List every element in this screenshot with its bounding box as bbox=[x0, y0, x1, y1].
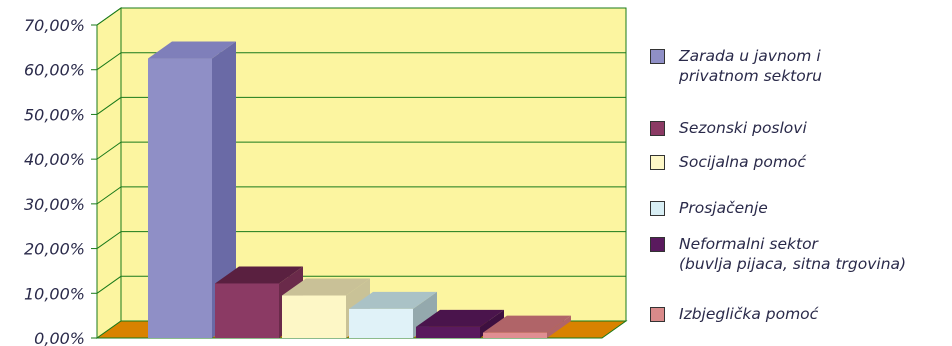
gridline bbox=[96, 141, 626, 160]
legend-label: Prosjačenje bbox=[679, 198, 768, 218]
chart-bars bbox=[148, 41, 571, 339]
legend-label: Neformalni sektor (buvlja pijaca, sitna t… bbox=[679, 234, 906, 274]
legend-label-line: Prosjačenje bbox=[679, 199, 768, 217]
bar bbox=[148, 41, 236, 339]
legend-label-line: Neformalni sektor bbox=[679, 235, 818, 253]
legend-swatch bbox=[650, 201, 665, 216]
gridline bbox=[96, 275, 626, 294]
bar-side bbox=[212, 41, 236, 339]
gridline bbox=[96, 231, 626, 249]
legend-label: Socijalna pomoć bbox=[679, 152, 806, 172]
legend-label-line: Zarada u javnom i bbox=[679, 47, 821, 65]
y-tick-label: 10,00% bbox=[24, 284, 85, 303]
legend-swatch bbox=[650, 155, 665, 170]
bar bbox=[483, 315, 571, 338]
legend-label-line: privatnom sektoru bbox=[679, 67, 822, 85]
y-tick-label: 70,00% bbox=[24, 16, 85, 35]
y-tick-label: 40,00% bbox=[24, 150, 85, 169]
bar-top bbox=[483, 315, 571, 333]
bar-top bbox=[282, 278, 370, 296]
legend-swatch bbox=[650, 237, 665, 252]
legend-item: Zarada u javnom i privatnom sektoru bbox=[650, 46, 822, 86]
y-tick-label: 20,00% bbox=[24, 240, 85, 259]
y-tick-label: 0,00% bbox=[34, 329, 85, 346]
bar-top bbox=[148, 41, 236, 59]
side-wall bbox=[96, 7, 122, 339]
gridline bbox=[96, 96, 626, 115]
bar-front bbox=[349, 308, 413, 338]
legend-item: Sezonski poslovi bbox=[650, 118, 807, 138]
bar-front bbox=[148, 58, 212, 339]
legend-swatch bbox=[650, 49, 665, 64]
gridline bbox=[96, 186, 626, 205]
bar-side bbox=[547, 315, 571, 338]
chart-grid bbox=[96, 7, 626, 294]
gridline bbox=[96, 52, 626, 71]
legend-label-line: Sezonski poslovi bbox=[679, 119, 807, 137]
legend-item: Socijalna pomoć bbox=[650, 152, 806, 172]
legend-label-line: (buvlja pijaca, sitna trgovina) bbox=[679, 255, 907, 273]
legend-label: Zarada u javnom i privatnom sektoru bbox=[679, 46, 822, 86]
bar-front bbox=[282, 295, 346, 338]
legend-swatch bbox=[650, 121, 665, 136]
y-tick-label: 30,00% bbox=[24, 195, 85, 214]
y-tick-label: 50,00% bbox=[24, 105, 85, 124]
bar-top bbox=[215, 266, 303, 284]
legend-label-line: Izbjeglička pomoć bbox=[679, 305, 819, 323]
gridline bbox=[96, 7, 626, 26]
legend-item: Prosjačenje bbox=[650, 198, 768, 218]
y-tick-label: 60,00% bbox=[24, 61, 85, 80]
bar-top bbox=[416, 309, 504, 327]
bar-top bbox=[349, 291, 437, 309]
legend-label-line: Socijalna pomoć bbox=[679, 153, 806, 171]
legend-item: Neformalni sektor (buvlja pijaca, sitna t… bbox=[650, 234, 906, 274]
bar-front bbox=[483, 332, 547, 338]
legend-label: Sezonski poslovi bbox=[679, 118, 807, 138]
legend-item: Izbjeglička pomoć bbox=[650, 304, 818, 324]
bar-front bbox=[416, 326, 480, 338]
bar-front bbox=[215, 283, 279, 338]
legend-swatch bbox=[650, 307, 665, 322]
legend-label: Izbjeglička pomoć bbox=[679, 304, 818, 324]
